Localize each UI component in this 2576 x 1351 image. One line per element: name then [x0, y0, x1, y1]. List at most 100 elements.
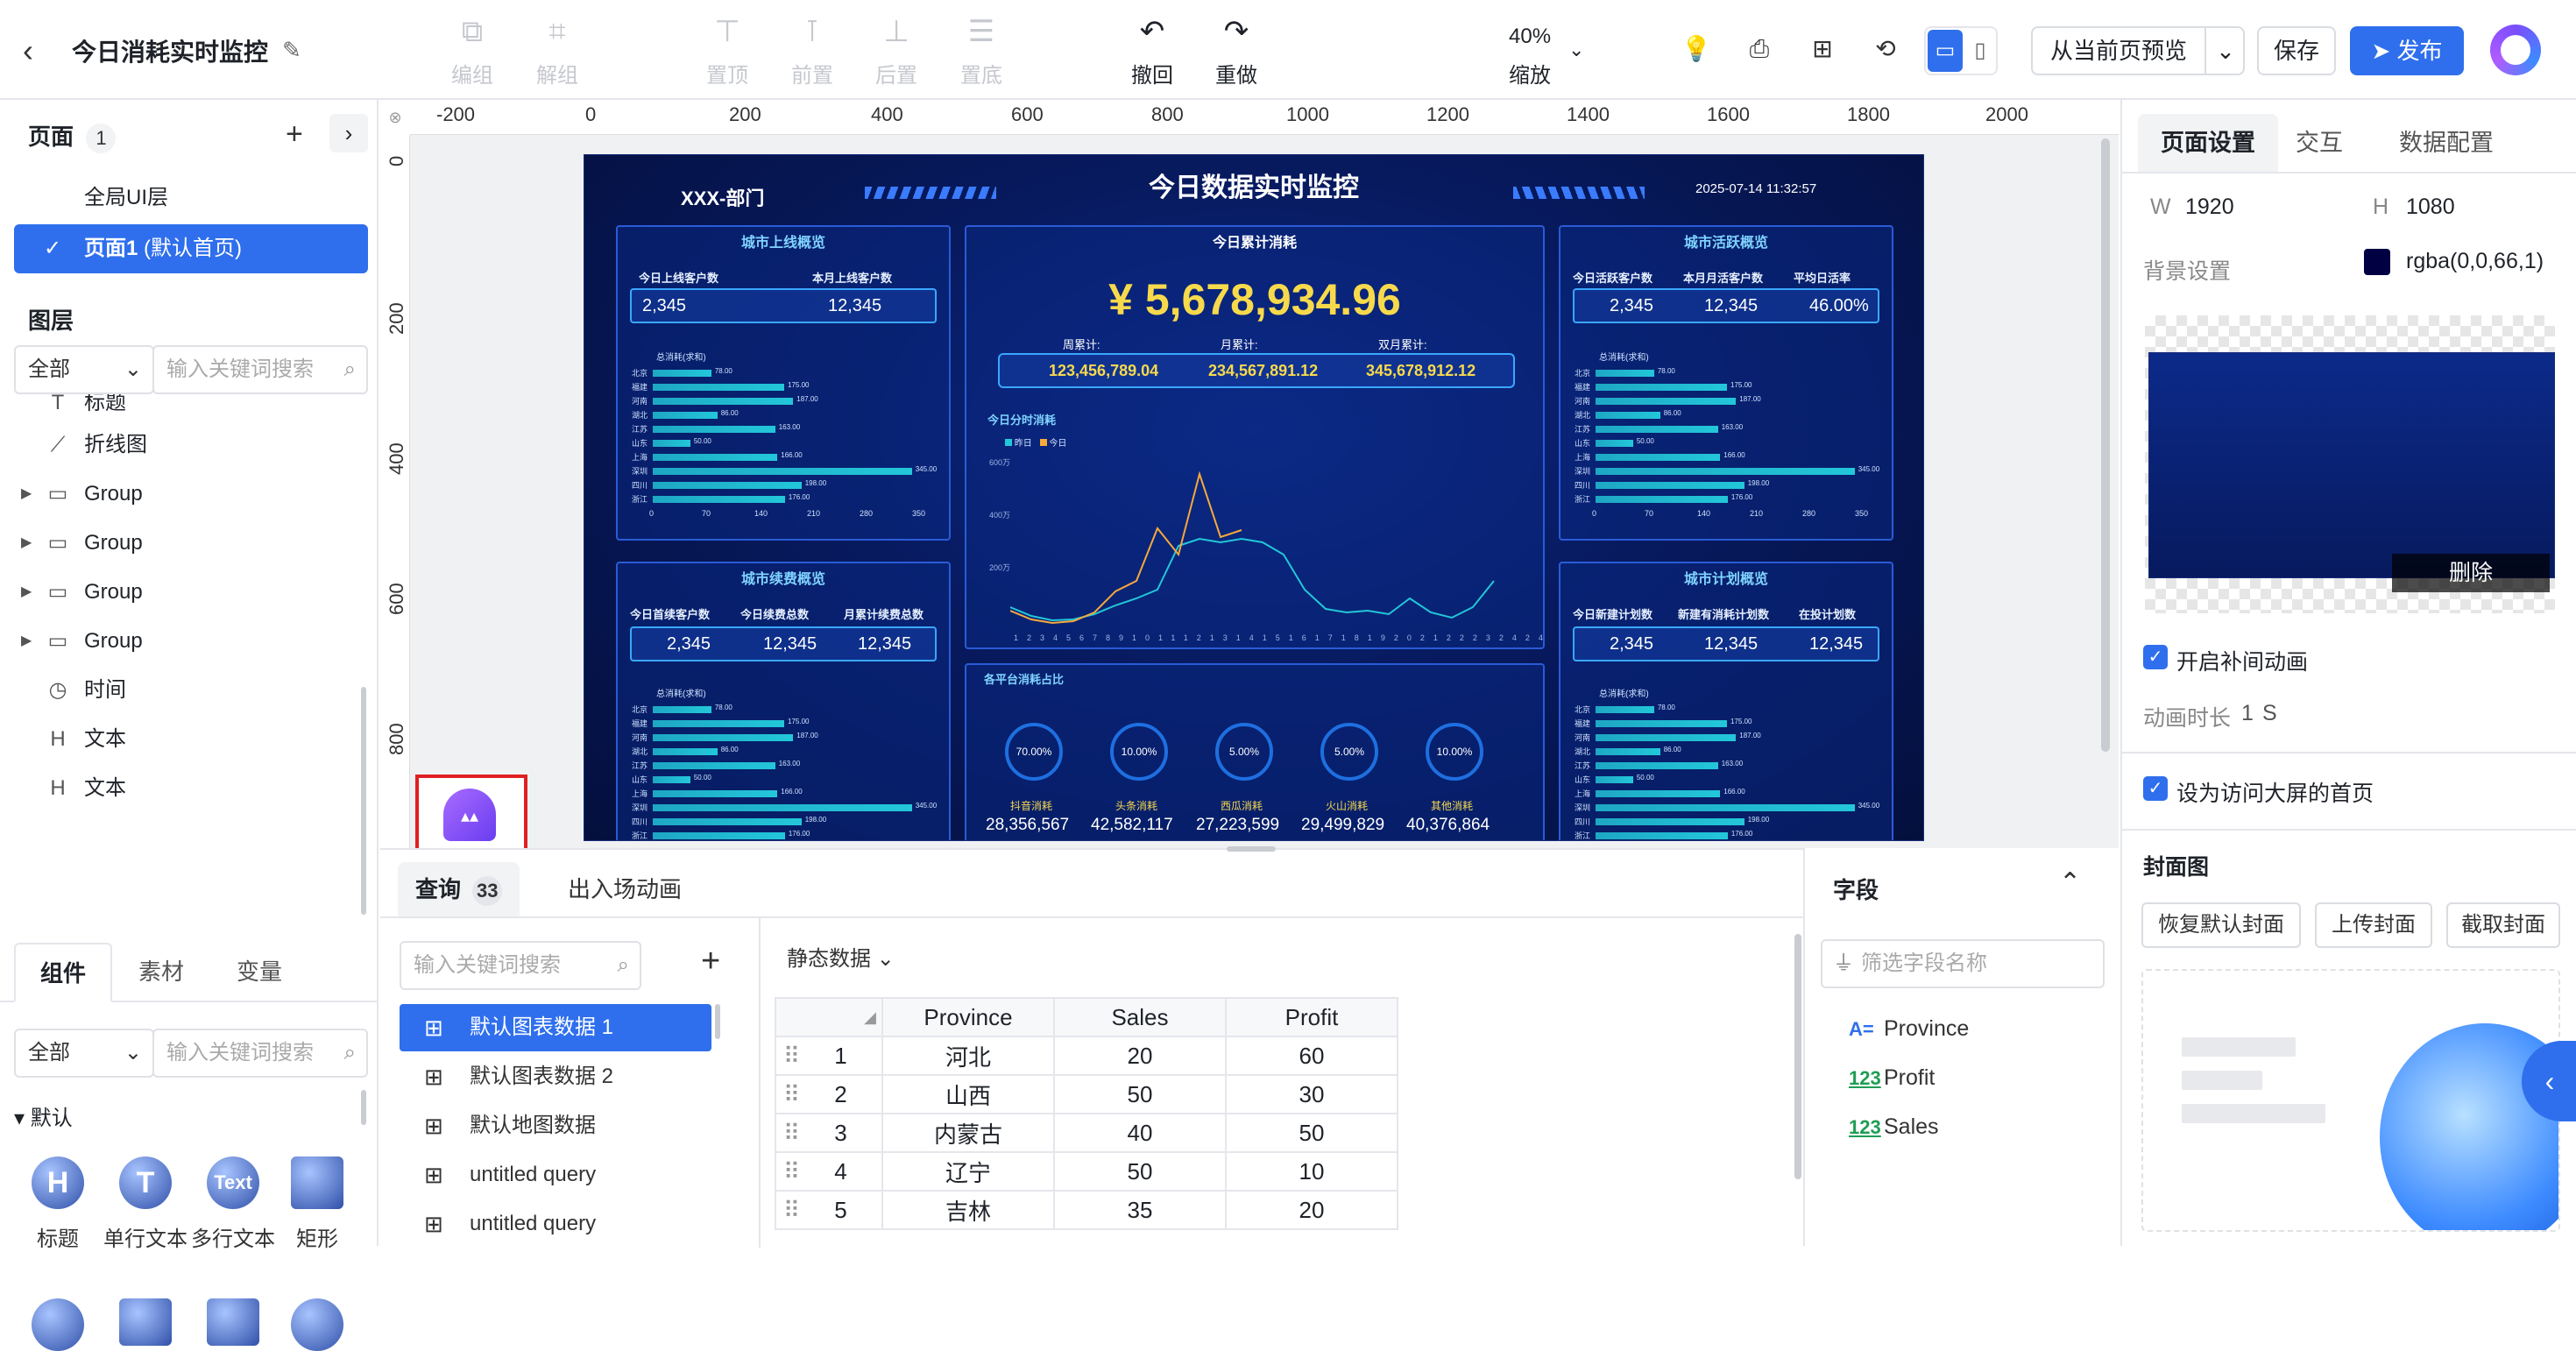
delete-bg-button[interactable]: 删除	[2392, 554, 2550, 592]
app-logo-icon[interactable]	[2490, 25, 2541, 75]
layer-group[interactable]: ▶ ▭ Group	[14, 519, 368, 568]
redo-button[interactable]: ↷ 重做	[1215, 15, 1257, 88]
send-backward-button[interactable]: ⊥ 后置	[875, 15, 917, 88]
tab-animation[interactable]: 出入场动画	[568, 876, 683, 902]
component-search-input[interactable]: 输入关键词搜索 ⌕	[152, 1029, 368, 1078]
query-item[interactable]: ⊞ untitled query	[400, 1151, 711, 1199]
field-item[interactable]: A= Province	[1849, 1016, 1970, 1041]
tab-data-config[interactable]: 数据配置	[2399, 130, 2494, 156]
back-arrow-icon[interactable]: ‹	[23, 32, 33, 68]
drag-handle-icon[interactable]: ⠿	[783, 1042, 801, 1069]
city-plan-panel[interactable]: 城市计划概览 今日新建计划数 新建有消耗计划数 在投计划数 2,345 12,3…	[1559, 562, 1893, 840]
tab-variables[interactable]: 变量	[236, 958, 282, 985]
tab-page-settings[interactable]: 页面设置	[2138, 114, 2278, 172]
dashboard-preview[interactable]: XXX-部门 今日数据实时监控 2025-07-14 11:32:57 城市上线…	[584, 154, 1924, 841]
tab-components[interactable]: 组件	[14, 943, 112, 1002]
tab-query[interactable]: 查询 33	[398, 862, 520, 916]
ruler-corner-icon[interactable]: ⊗	[380, 100, 410, 135]
width-input[interactable]: 1920	[2185, 195, 2234, 219]
platform-share-panel[interactable]: 各平台消耗占比 70.00% 10.00% 5.00% 5.00% 10.00%…	[965, 663, 1545, 840]
query-item[interactable]: ⊞ 默认地图数据	[400, 1102, 711, 1149]
page-item-1[interactable]: ✓ 页面1 (默认首页)	[14, 224, 368, 273]
drag-handle-icon[interactable]: ⠿	[783, 1080, 801, 1107]
city-active-panel[interactable]: 城市活跃概览 今日活跃客户数 本月月活客户数 平均日活率 2,345 12,34…	[1559, 225, 1893, 541]
restore-cover-button[interactable]: 恢复默认封面	[2141, 902, 2301, 948]
column-header[interactable]: Sales	[1053, 997, 1227, 1037]
add-page-icon[interactable]: +	[286, 117, 303, 151]
field-item[interactable]: 123 Sales	[1849, 1114, 1939, 1139]
save-local-icon[interactable]: ⎙	[1749, 35, 1770, 62]
layer-group[interactable]: ▶ ▭ Group	[14, 617, 368, 666]
tween-checkbox[interactable]: ✓	[2143, 645, 2168, 669]
send-to-bottom-button[interactable]: ☰ 置底	[960, 15, 1002, 88]
layer-filter-select[interactable]: 全部 ⌄	[14, 345, 154, 394]
drag-handle-icon[interactable]: ⠿	[783, 1196, 801, 1223]
history-icon[interactable]: ⟲	[1875, 35, 1896, 62]
table-row[interactable]: ⠿ 5 吉林 35 20	[775, 1190, 1398, 1230]
circle-component-icon[interactable]	[32, 1298, 84, 1351]
video-component-icon[interactable]	[207, 1298, 259, 1346]
table-row[interactable]: ⠿ 1 河北 20 60	[775, 1036, 1398, 1076]
ai-bulb-icon[interactable]: 💡	[1681, 35, 1712, 62]
component-single-text[interactable]: T 单行文本	[93, 1156, 198, 1252]
column-header[interactable]: Province	[881, 997, 1055, 1037]
layer-item[interactable]: H 文本	[14, 715, 368, 764]
image-component-icon[interactable]	[119, 1298, 172, 1346]
preview-from-page-button[interactable]: 从当前页预览 ⌄	[2031, 26, 2245, 75]
query-item[interactable]: ⊞ 默认图表数据 2	[400, 1053, 711, 1100]
component-filter-select[interactable]: 全部 ⌄	[14, 1029, 154, 1078]
publish-button[interactable]: ➤ 发布	[2350, 26, 2464, 75]
chevron-down-icon[interactable]: ⌄	[2204, 28, 2245, 74]
field-filter-input[interactable]: ⏚ 筛选字段名称	[1821, 939, 2105, 988]
component-group-default[interactable]: ▾ 默认	[14, 1107, 73, 1130]
column-header[interactable]: Profit	[1225, 997, 1398, 1037]
add-query-icon[interactable]: +	[701, 943, 721, 980]
drag-handle-icon[interactable]: ⠿	[783, 1157, 801, 1185]
upload-cover-button[interactable]: 上传封面	[2315, 902, 2432, 948]
field-item[interactable]: 123 Profit	[1849, 1065, 1936, 1090]
chevron-right-icon[interactable]: ›	[329, 114, 368, 152]
bring-to-top-button[interactable]: ⊤ 置顶	[706, 15, 748, 88]
ungroup-button[interactable]: ⌗ 解组	[536, 15, 578, 88]
layer-item[interactable]: ◷ 时间	[14, 666, 368, 715]
ai-assistant-button[interactable]: ▴▴	[415, 775, 527, 848]
layer-item[interactable]: ⟋ 折线图	[14, 421, 368, 470]
query-search-input[interactable]: 输入关键词搜索 ⌕	[400, 941, 641, 990]
desktop-icon[interactable]: ▭	[1928, 30, 1963, 72]
data-mode-select[interactable]: 静态数据 ⌄	[787, 947, 895, 971]
table-row[interactable]: ⠿ 4 辽宁 50 10	[775, 1151, 1398, 1192]
global-ui-layer[interactable]: 全局UI层	[84, 186, 168, 209]
component-rectangle[interactable]: 矩形	[265, 1156, 370, 1252]
layer-scrollbar[interactable]	[361, 687, 366, 915]
bg-color-value[interactable]: rgba(0,0,66,1)	[2406, 249, 2544, 273]
collapse-chevron-icon[interactable]: ⌃	[2059, 868, 2082, 897]
background-preview[interactable]: 删除	[2145, 315, 2555, 613]
cover-placeholder[interactable]	[2141, 969, 2560, 1232]
tab-interaction[interactable]: 交互	[2296, 130, 2343, 156]
caret-right-icon[interactable]: ▶	[21, 486, 32, 501]
city-online-panel[interactable]: 城市上线概览 今日上线客户数 本月上线客户数 2,345 12,345 总消耗(…	[616, 225, 951, 541]
home-page-checkbox[interactable]: ✓	[2143, 776, 2168, 801]
component-scrollbar[interactable]	[361, 1090, 366, 1125]
mobile-icon[interactable]: ▯	[1974, 39, 1986, 62]
edit-pencil-icon[interactable]: ✎	[282, 37, 301, 63]
zoom-control[interactable]: 40% 缩放 ⌄	[1509, 25, 1584, 88]
query-item[interactable]: ⊞ untitled query	[400, 1200, 711, 1248]
capture-cover-button[interactable]: 截取封面	[2446, 902, 2560, 948]
caret-right-icon[interactable]: ▶	[21, 584, 32, 599]
group-button[interactable]: ⧉ 编组	[451, 15, 493, 88]
today-total-panel[interactable]: 今日累计消耗 ¥ 5,678,934.96 周累计: 月累计: 双月累计: 12…	[965, 225, 1545, 649]
height-input[interactable]: 1080	[2406, 195, 2455, 219]
caret-right-icon[interactable]: ▶	[21, 535, 32, 550]
layer-group[interactable]: ▶ ▭ Group	[14, 470, 368, 519]
layer-search-input[interactable]: 输入关键词搜索 ⌕	[152, 345, 368, 394]
undo-button[interactable]: ↶ 撤回	[1131, 15, 1173, 88]
canvas-vertical-scrollbar[interactable]	[2101, 138, 2110, 752]
drag-handle-icon[interactable]: ⠿	[783, 1119, 801, 1146]
globe-component-icon[interactable]	[291, 1298, 343, 1351]
duration-input[interactable]: 1	[2241, 701, 2254, 725]
query-item[interactable]: ⊞ 默认图表数据 1	[400, 1004, 711, 1051]
tab-assets[interactable]: 素材	[138, 958, 184, 985]
table-row[interactable]: ⠿ 3 内蒙古 40 50	[775, 1113, 1398, 1153]
layer-item[interactable]: T 标题	[14, 394, 368, 428]
